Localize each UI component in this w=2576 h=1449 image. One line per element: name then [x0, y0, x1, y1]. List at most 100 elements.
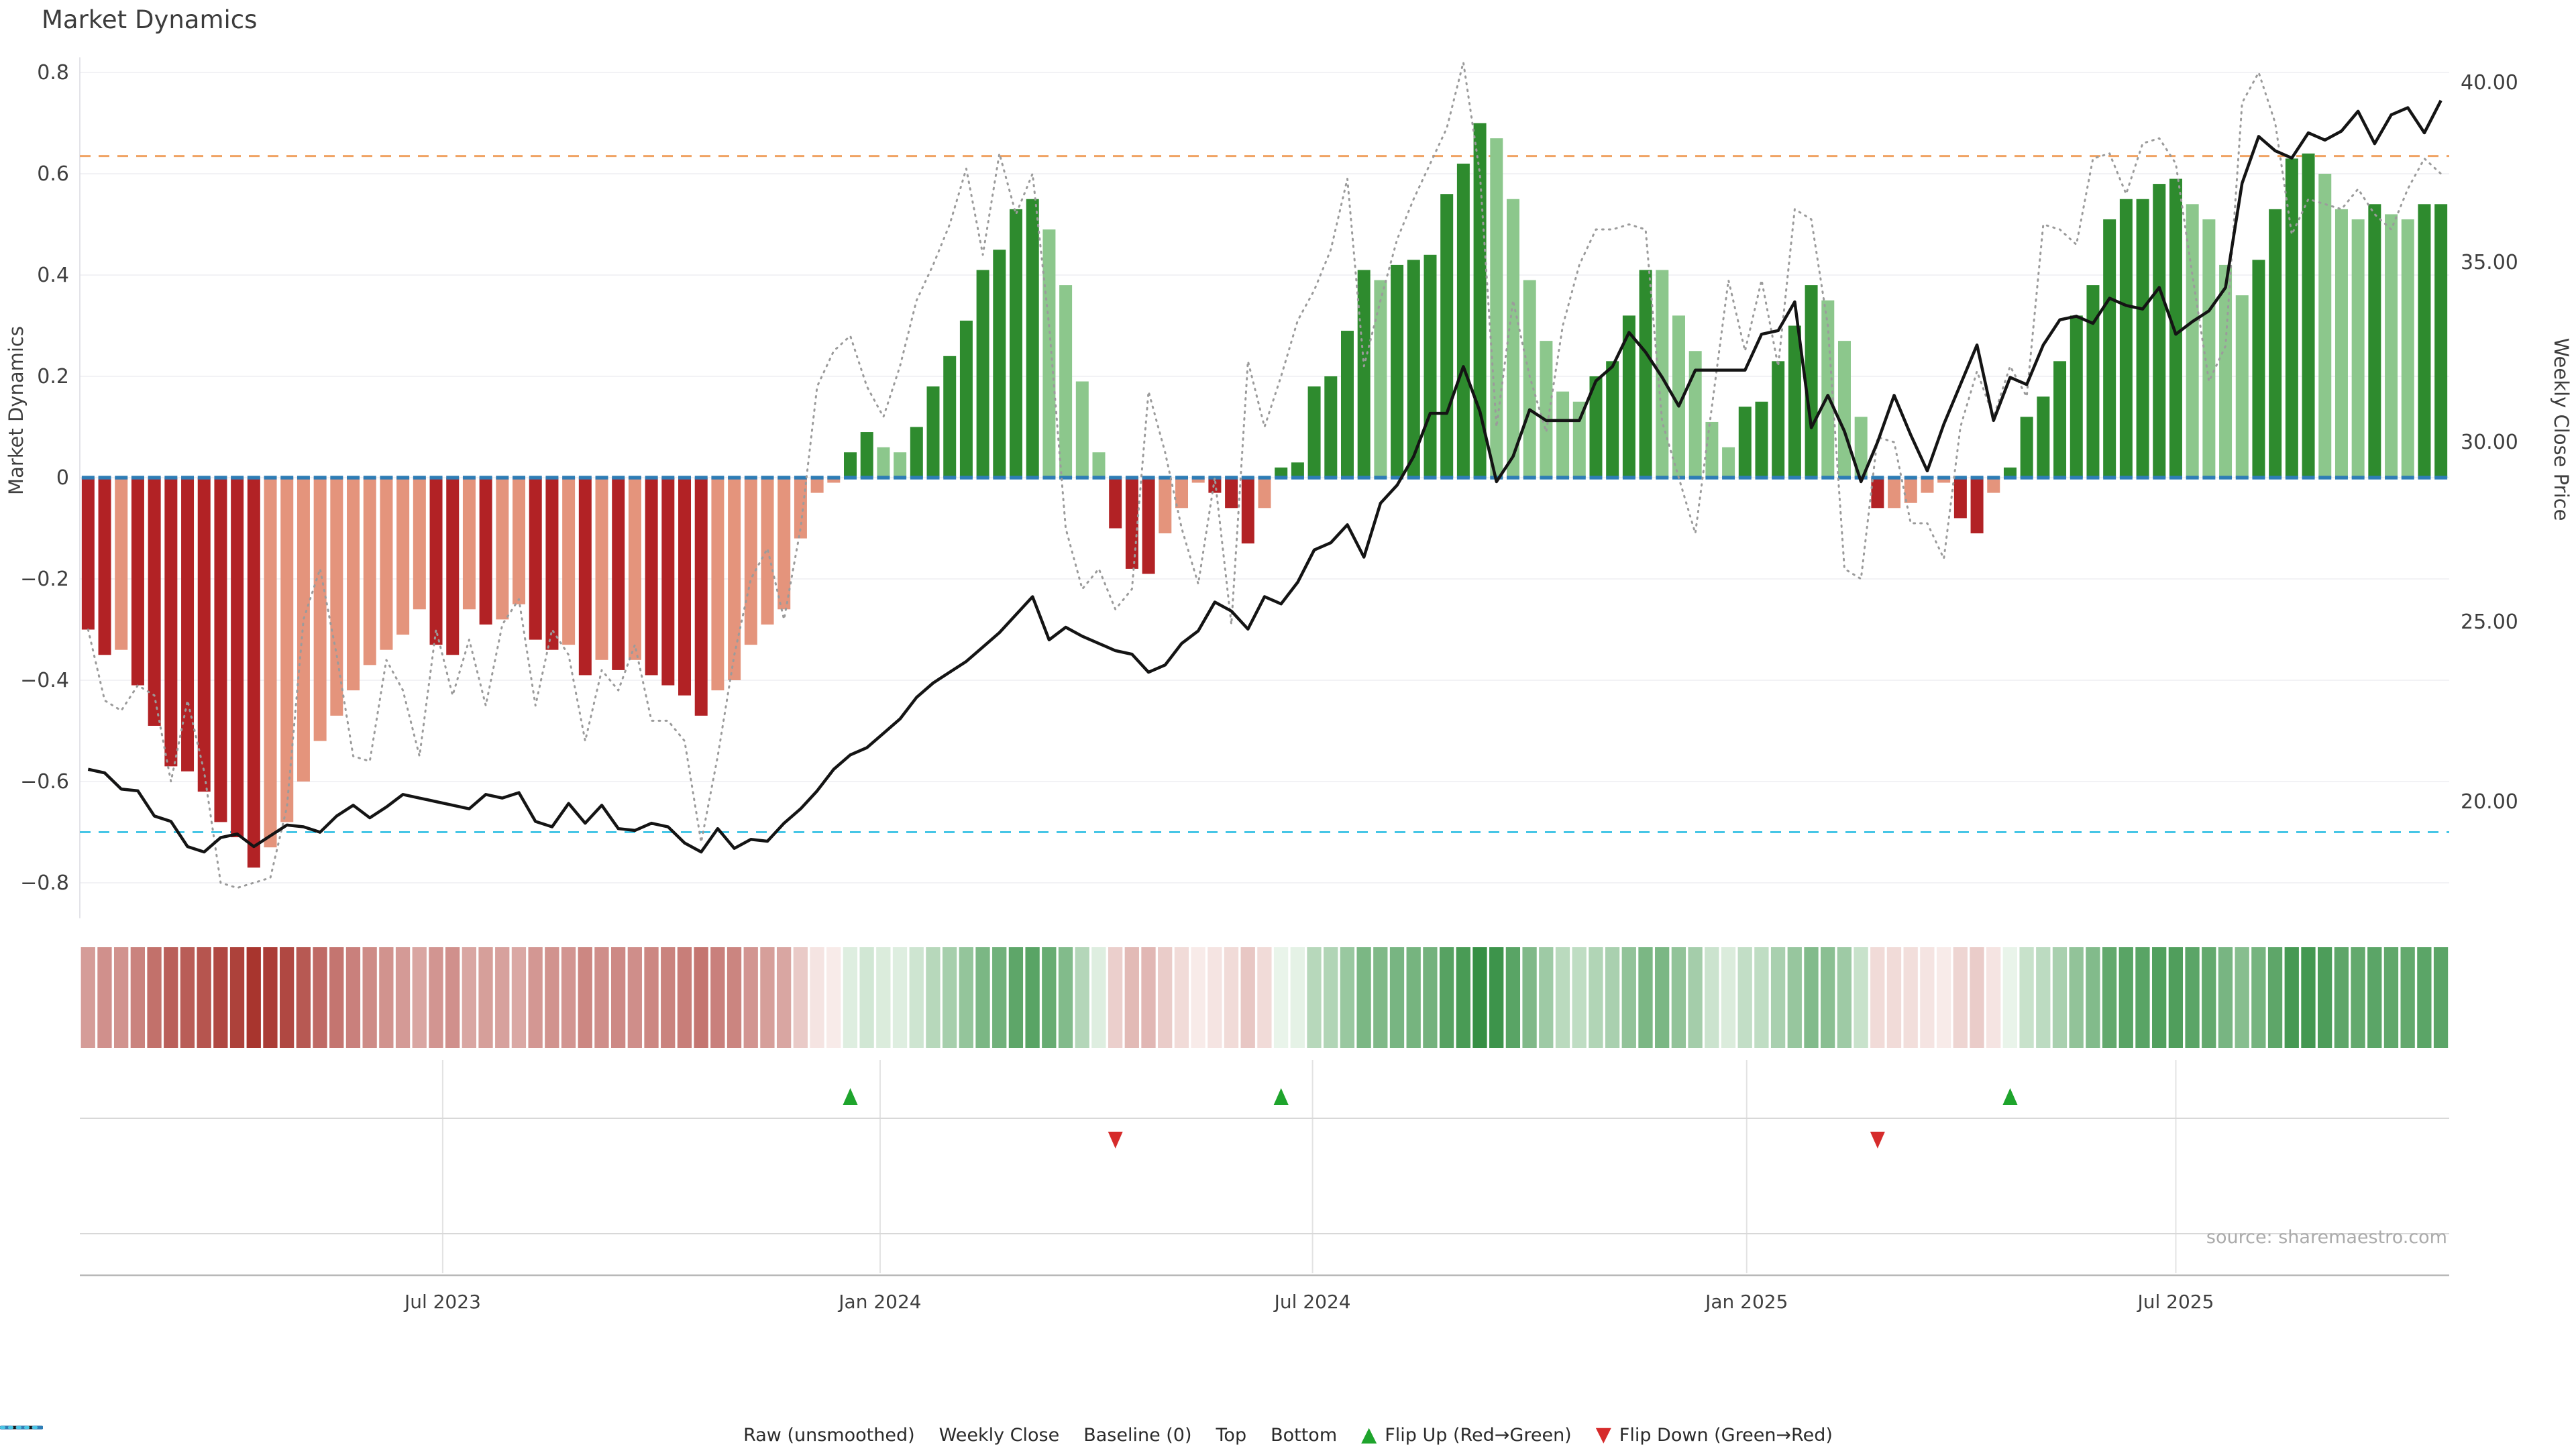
heatmap-cell: [2301, 947, 2316, 1048]
heatmap-cell: [1505, 947, 1521, 1048]
oscillator-bar: [2401, 219, 2414, 478]
oscillator-bar: [1241, 478, 1254, 544]
heatmap-cell: [2367, 947, 2382, 1048]
oscillator-bar: [1622, 315, 1635, 478]
heatmap-cell: [843, 947, 858, 1048]
heatmap-cell: [594, 947, 609, 1048]
heatmap-cell: [826, 947, 841, 1048]
oscillator-bar: [1937, 478, 1951, 483]
oscillator-bar: [429, 478, 443, 645]
legend-swatch-dotted-cyan: [0, 1426, 43, 1429]
heatmap-cell: [197, 947, 211, 1048]
oscillator-bar: [2334, 209, 2348, 478]
legend-label: Flip Up (Red→Green): [1385, 1424, 1572, 1446]
heatmap-cell: [1671, 947, 1686, 1048]
heatmap-cell: [1721, 947, 1736, 1048]
oscillator-bar: [1391, 264, 1404, 478]
right-tick-label: 40.00: [2461, 71, 2518, 95]
oscillator-bar: [2053, 361, 2067, 478]
heatmap-cell: [1605, 947, 1620, 1048]
left-axis-title: Market Dynamics: [5, 326, 28, 495]
legend-label: Flip Down (Green→Red): [1619, 1424, 1833, 1446]
heatmap-cell: [180, 947, 195, 1048]
heatmap-cell: [975, 947, 990, 1048]
heatmap-cell: [1970, 947, 1984, 1048]
oscillator-bar: [2136, 199, 2149, 478]
oscillator-bar: [943, 356, 957, 478]
oscillator-bar: [1540, 341, 1553, 478]
heatmap-cell: [1621, 947, 1636, 1048]
flip-up-marker: [1273, 1088, 1289, 1105]
oscillator-bar: [1075, 381, 1089, 478]
oscillator-bar: [595, 478, 608, 660]
x-tick-label: Jul 2025: [2136, 1291, 2214, 1313]
oscillator-bar: [2385, 214, 2398, 478]
oscillator-bar: [1440, 194, 1454, 478]
oscillator-bar: [1042, 229, 1056, 478]
oscillator-bar: [1953, 478, 1967, 519]
heatmap-cell: [892, 947, 908, 1048]
oscillator-bar: [131, 478, 144, 686]
legend-item: Bottom: [0, 1424, 1338, 1446]
oscillator-bar: [1854, 417, 1868, 478]
legend-label: Bottom: [1271, 1424, 1338, 1446]
oscillator-bar: [926, 386, 940, 478]
oscillator-bar: [1407, 260, 1420, 478]
left-tick-label: −0.4: [20, 669, 69, 692]
oscillator-bar: [247, 478, 260, 868]
heatmap-cell: [528, 947, 543, 1048]
heatmap-cell: [1572, 947, 1587, 1048]
oscillator-bar: [1755, 401, 1768, 478]
oscillator-bar: [280, 478, 294, 822]
oscillator-bar: [496, 478, 509, 620]
right-tick-label: 30.00: [2461, 431, 2518, 454]
heatmap-cell: [1821, 947, 1835, 1048]
flip-up-marker: [2002, 1088, 2018, 1105]
x-tick-label: Jan 2025: [1704, 1291, 1788, 1313]
heatmap-cell: [1208, 947, 1222, 1048]
oscillator-bar: [894, 452, 907, 478]
heatmap-cell: [1854, 947, 1868, 1048]
left-tick-label: −0.2: [20, 568, 69, 591]
heatmap-cell: [992, 947, 1007, 1048]
heatmap-cell: [1953, 947, 1968, 1048]
oscillator-bar: [81, 478, 95, 630]
oscillator-bar: [2285, 158, 2298, 478]
heatmap-cell: [1555, 947, 1570, 1048]
heatmap-cell: [1489, 947, 1504, 1048]
oscillator-bar: [993, 250, 1006, 478]
legend-label: Raw (unsmoothed): [743, 1424, 915, 1446]
oscillator-bar: [2302, 153, 2315, 478]
heatmap-cell: [229, 947, 245, 1048]
heatmap-cell: [2036, 947, 2051, 1048]
heatmap-cell: [1158, 947, 1173, 1048]
heatmap-cell: [2417, 947, 2432, 1048]
heatmap-cell: [743, 947, 758, 1048]
heatmap-cell: [1770, 947, 1786, 1048]
left-tick-label: 0.8: [37, 61, 69, 85]
oscillator-bar: [1307, 386, 1321, 478]
heatmap-cell: [1174, 947, 1189, 1048]
heatmap-cell: [677, 947, 692, 1048]
legend: Raw (unsmoothed) Weekly Close Baseline (0)…: [0, 1421, 2576, 1449]
heatmap-cell: [1787, 947, 1802, 1048]
oscillator-bar: [2252, 260, 2265, 478]
oscillator-bar: [1109, 478, 1122, 529]
oscillator-bar: [2368, 204, 2381, 478]
oscillator-bar: [628, 478, 641, 660]
heatmap-cell: [2251, 947, 2266, 1048]
oscillator-bar: [2153, 184, 2166, 478]
oscillator-bar: [1722, 447, 1735, 478]
oscillator-bar: [214, 478, 227, 822]
oscillator-bar: [2037, 396, 2050, 478]
heatmap-cell: [909, 947, 924, 1048]
heatmap-cell: [1439, 947, 1454, 1048]
heatmap-cell: [429, 947, 443, 1048]
heatmap-cell: [164, 947, 178, 1048]
heatmap-cell: [329, 947, 344, 1048]
left-tick-label: 0: [56, 466, 69, 490]
oscillator-bar: [98, 478, 111, 655]
heatmap-cell: [2135, 947, 2150, 1048]
heatmap-cell: [1340, 947, 1355, 1048]
right-tick-label: 35.00: [2461, 251, 2518, 274]
